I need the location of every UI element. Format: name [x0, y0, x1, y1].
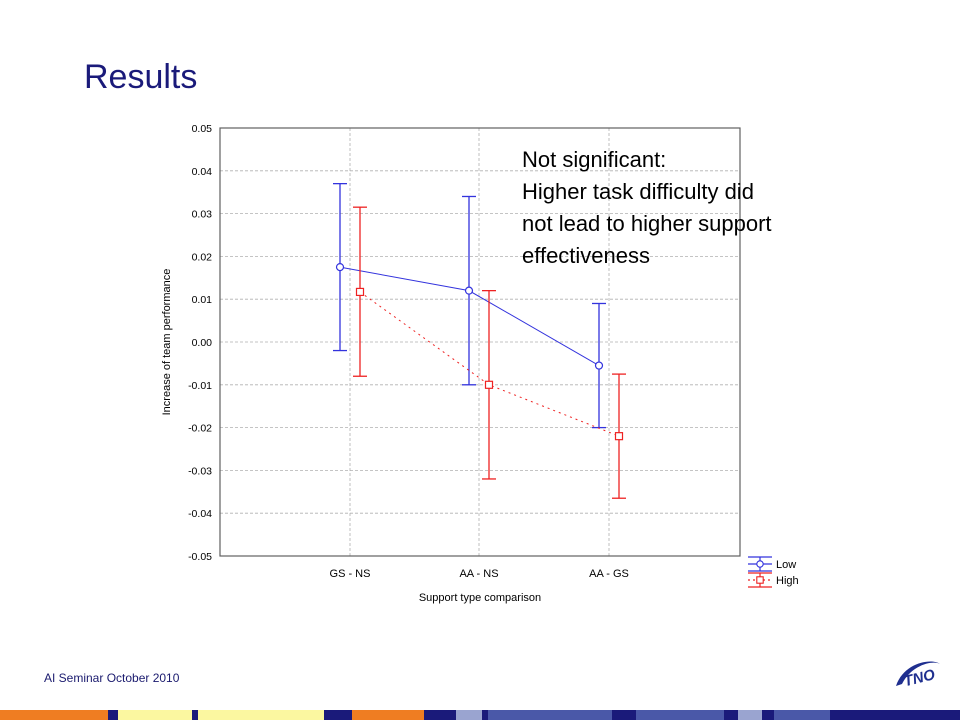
data-point-high [355, 287, 365, 297]
bar-segment [192, 710, 198, 720]
bar-segment [488, 710, 612, 720]
bar-segment [198, 710, 324, 720]
y-tick-label: -0.04 [188, 508, 212, 520]
data-point-low [464, 286, 474, 295]
footer-text: AI Seminar October 2010 [44, 671, 180, 685]
x-tick-label: GS - NS [330, 568, 371, 580]
x-tick-label: AA - GS [589, 568, 629, 580]
bar-segment [762, 710, 774, 720]
bar-segment [724, 710, 738, 720]
y-tick-label: 0.00 [192, 337, 213, 349]
slide-title: Results [84, 58, 198, 96]
bar-segment [108, 710, 118, 720]
bar-segment [118, 710, 192, 720]
annotation-text: Not significant: Higher task difficulty … [522, 144, 852, 272]
plot-frame [219, 127, 741, 557]
legend-marker-low [756, 560, 764, 568]
annotation-line: effectiveness [522, 243, 651, 268]
bottom-decorative-bar [0, 710, 960, 720]
y-tick-label: -0.05 [188, 551, 212, 563]
data-point-high [614, 432, 624, 441]
legend-label-high: High [776, 575, 799, 587]
data-point-high [484, 380, 494, 389]
y-tick-label: -0.01 [188, 380, 212, 392]
logo-text: TNO [902, 666, 937, 690]
y-tick-label: 0.05 [192, 123, 213, 135]
annotation-line: Not significant: [522, 147, 667, 172]
y-tick-label: 0.01 [192, 294, 213, 306]
bar-segment [0, 710, 108, 720]
annotation-line: Higher task difficulty did [522, 179, 754, 204]
legend-label-low: Low [776, 559, 796, 571]
y-tick-label: 0.02 [192, 251, 213, 263]
logo-swoosh [896, 661, 940, 686]
legend-marker-high [756, 576, 764, 584]
series-line-high [359, 291, 620, 437]
bar-segment [482, 710, 488, 720]
x-tick-label: AA - NS [459, 568, 498, 580]
y-tick-label: 0.04 [192, 166, 213, 178]
bar-segment [774, 710, 830, 720]
tno-logo: TNO [896, 661, 940, 690]
bar-segment [324, 710, 352, 720]
bar-segment [352, 710, 424, 720]
bar-segment [738, 710, 762, 720]
bar-segment [424, 710, 456, 720]
y-axis-label: Increase of team performance [161, 269, 173, 416]
annotation-line: not lead to higher support [522, 211, 772, 236]
y-tick-label: -0.03 [188, 465, 212, 477]
y-tick-label: -0.02 [188, 423, 212, 435]
bar-segment [636, 710, 724, 720]
data-point-low [594, 361, 604, 370]
y-tick-label: 0.03 [192, 209, 213, 221]
bar-segment [456, 710, 482, 720]
x-axis-label: Support type comparison [419, 592, 541, 604]
bar-segment [830, 710, 960, 720]
data-point-low [335, 263, 345, 272]
bar-segment [612, 710, 636, 720]
